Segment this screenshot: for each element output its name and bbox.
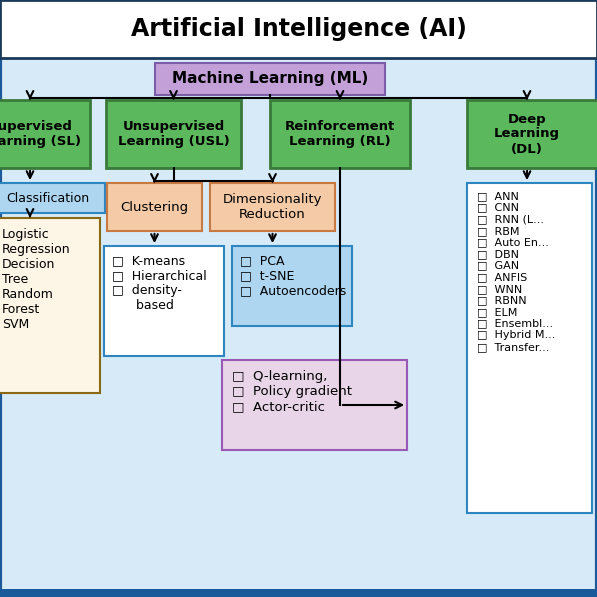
Text: □  K-means
□  Hierarchical
□  density-
      based: □ K-means □ Hierarchical □ density- base… — [112, 254, 207, 312]
Bar — [104, 246, 224, 356]
Bar — [467, 100, 597, 168]
Bar — [155, 63, 385, 95]
Bar — [222, 360, 407, 450]
Text: Machine Learning (ML): Machine Learning (ML) — [172, 72, 368, 87]
Bar — [210, 183, 335, 231]
Bar — [0, 0, 597, 58]
Bar — [106, 100, 241, 168]
Bar — [232, 246, 352, 326]
Bar — [0, 589, 597, 597]
Bar — [467, 183, 592, 513]
Text: Deep
Learning
(DL): Deep Learning (DL) — [494, 112, 560, 155]
Text: Clustering: Clustering — [121, 201, 189, 214]
Text: □  ANN
□  CNN
□  RNN (L...
□  RBM
□  Auto En...
□  DBN
□  GAN
□  ANFIS
□  WNN
□ : □ ANN □ CNN □ RNN (L... □ RBM □ Auto En.… — [477, 191, 555, 352]
Bar — [0, 183, 105, 213]
Text: Dimensionality
Reduction: Dimensionality Reduction — [223, 193, 322, 221]
Text: □  Q-learning,
□  Policy gradient
□  Actor-critic: □ Q-learning, □ Policy gradient □ Actor-… — [232, 370, 352, 413]
Text: Unsupervised
Learning (USL): Unsupervised Learning (USL) — [118, 120, 229, 148]
Text: □  PCA
□  t-SNE
□  Autoencoders: □ PCA □ t-SNE □ Autoencoders — [240, 254, 346, 297]
Bar — [107, 183, 202, 231]
Text: Supervised
Learning (SL): Supervised Learning (SL) — [0, 120, 81, 148]
Text: Reinforcement
Learning (RL): Reinforcement Learning (RL) — [285, 120, 395, 148]
Bar — [0, 100, 90, 168]
Bar — [0, 218, 100, 393]
Text: Logistic
Regression
Decision
Tree
Random
Forest
SVM: Logistic Regression Decision Tree Random… — [2, 228, 70, 331]
Text: Artificial Intelligence (AI): Artificial Intelligence (AI) — [131, 17, 466, 41]
Text: Classification: Classification — [6, 192, 89, 205]
Bar — [270, 100, 410, 168]
